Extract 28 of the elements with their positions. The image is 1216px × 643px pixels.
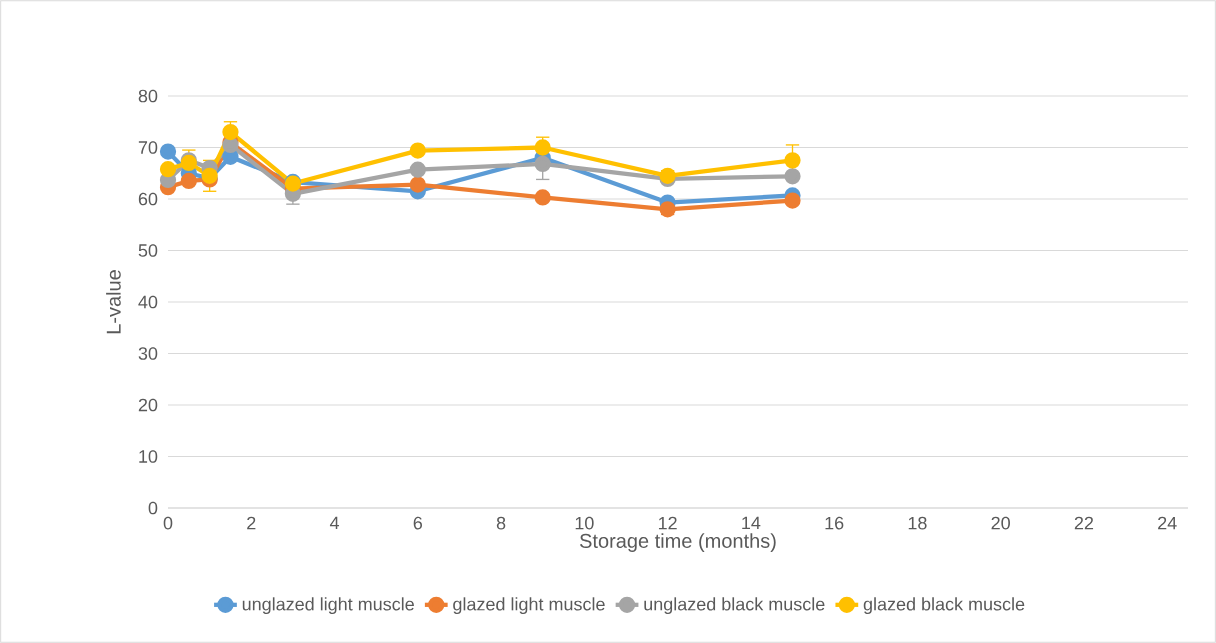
x-tick-label: 2 [247, 516, 256, 530]
x-tick-label: 18 [908, 516, 927, 530]
x-tick-label: 8 [496, 516, 506, 530]
y-tick-label: 10 [139, 450, 158, 463]
y-tick-label: 40 [138, 295, 158, 309]
x-tick-label: 0 [163, 516, 173, 530]
y-tick-label: 50 [138, 244, 158, 257]
legend-label: unglazed light muscle [242, 597, 414, 615]
legend-label: glazed black muscle [863, 597, 1025, 615]
y-tick-label: 80 [138, 89, 158, 103]
legend-label: glazed light muscle [453, 597, 605, 615]
y-tick-label: 30 [138, 347, 158, 360]
x-tick-label: 4 [329, 516, 340, 530]
x-tick-label: 12 [658, 516, 677, 530]
x-tick-label: 24 [1158, 516, 1177, 530]
legend-label: unglazed black muscle [644, 597, 825, 615]
y-tick-label: 60 [138, 192, 158, 206]
y-tick-label: 20 [138, 398, 158, 412]
x-tick-label: 14 [742, 516, 761, 530]
y-axis-title: L-value [106, 270, 121, 334]
x-tick-label: 20 [991, 516, 1010, 530]
x-tick-label: 6 [413, 516, 423, 530]
x-tick-label: 22 [1074, 516, 1094, 530]
x-axis-title: Storage time (months) [579, 533, 776, 552]
y-tick-label: 70 [138, 141, 158, 154]
x-tick-label: 10 [575, 516, 594, 530]
y-tick-label: 0 [148, 501, 158, 515]
x-tick-label: 16 [825, 516, 844, 530]
